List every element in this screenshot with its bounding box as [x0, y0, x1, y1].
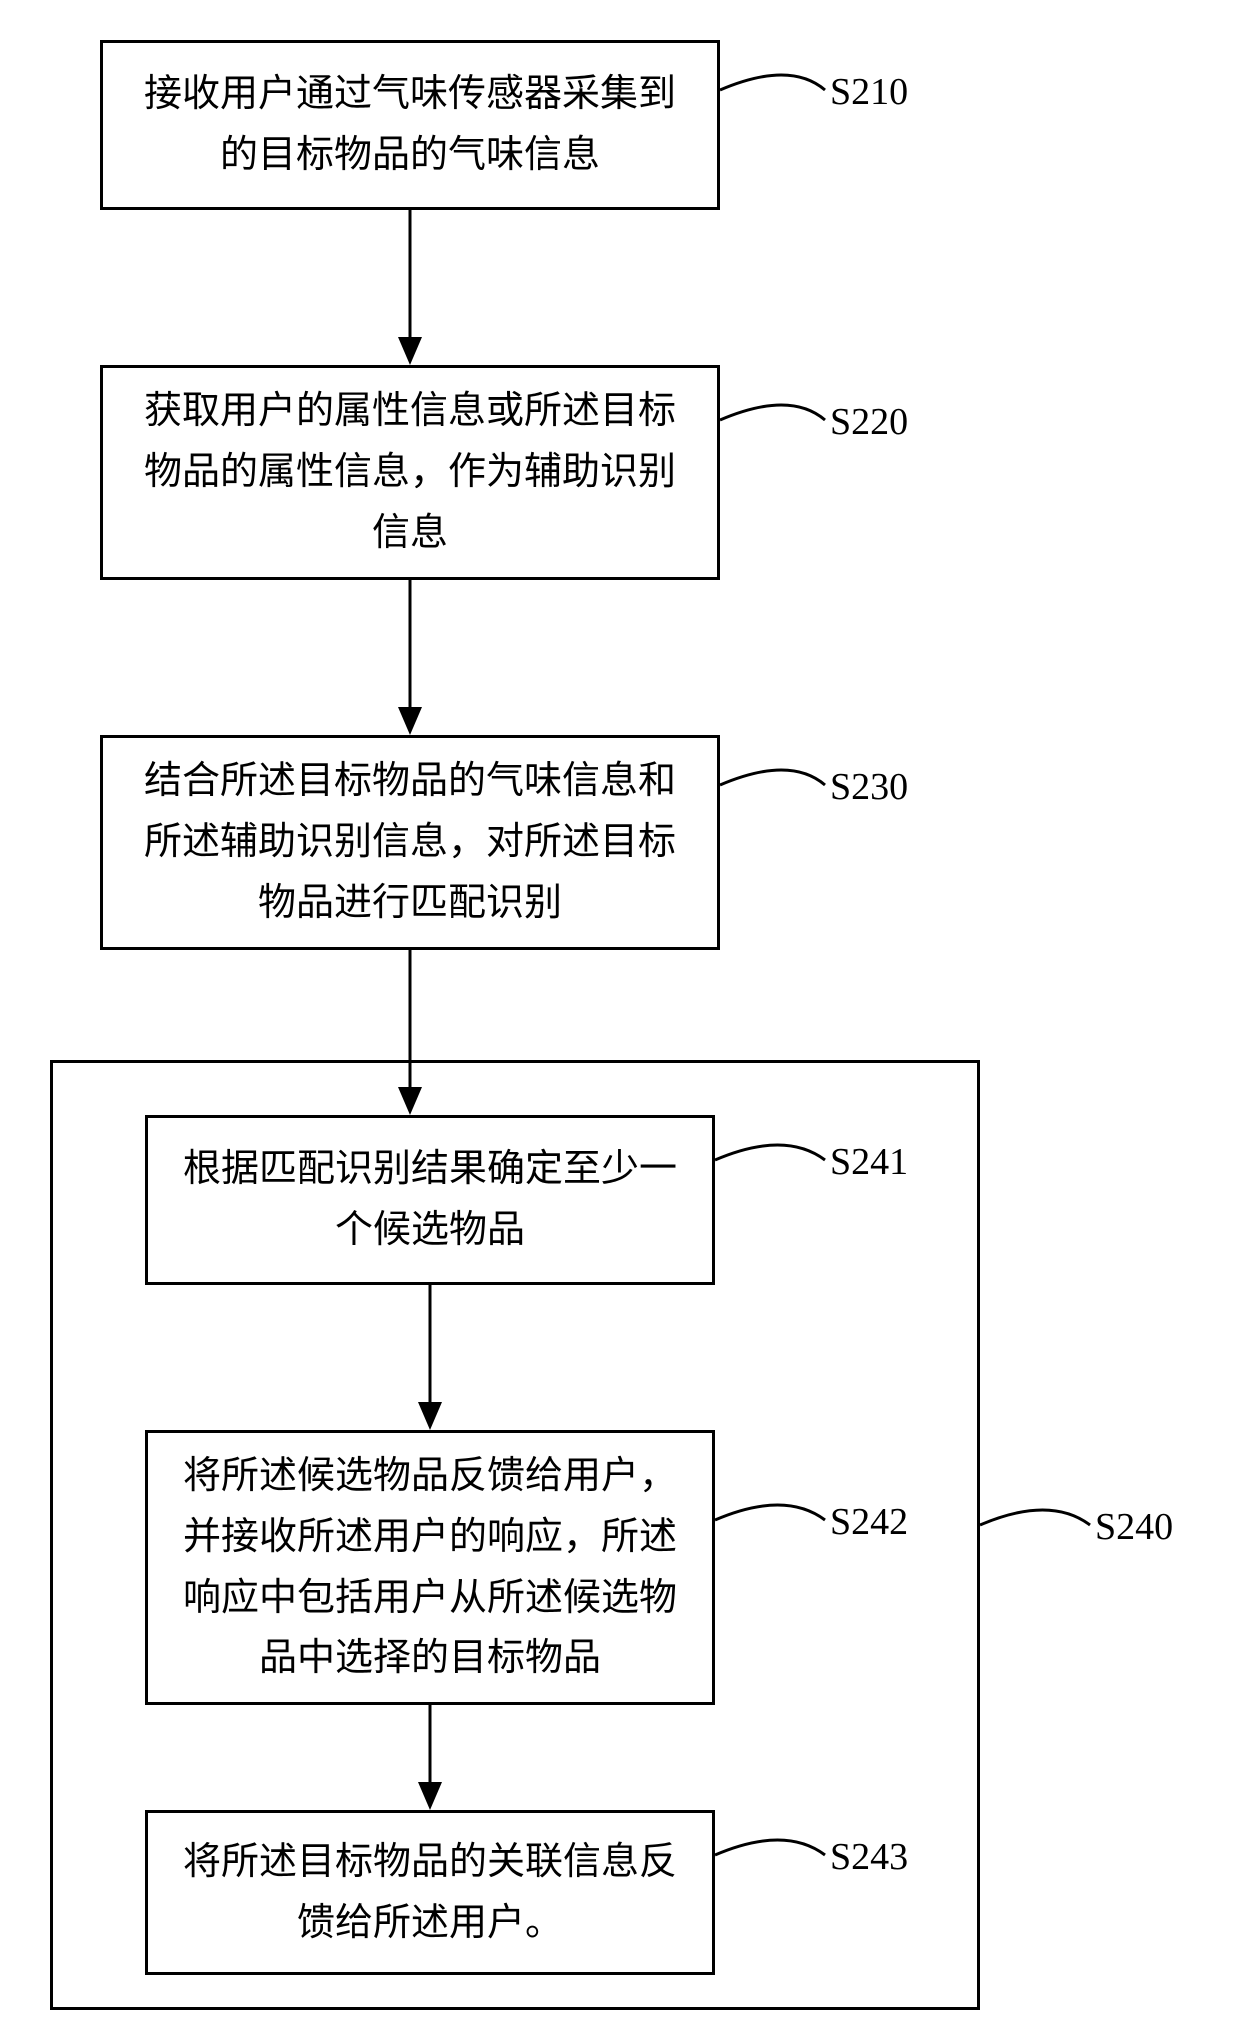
flow-node-s230: 结合所述目标物品的气味信息和所述辅助识别信息，对所述目标物品进行匹配识别: [100, 735, 720, 950]
step-label-s210: S210: [830, 70, 908, 114]
flow-node-text: 结合所述目标物品的气味信息和所述辅助识别信息，对所述目标物品进行匹配识别: [133, 751, 687, 933]
flow-node-s242: 将所述候选物品反馈给用户，并接收所述用户的响应，所述响应中包括用户从所述候选物品…: [145, 1430, 715, 1705]
flow-node-text: 根据匹配识别结果确定至少一个候选物品: [178, 1139, 682, 1261]
step-label-s230: S230: [830, 765, 908, 809]
flow-node-s210: 接收用户通过气味传感器采集到的目标物品的气味信息: [100, 40, 720, 210]
flow-node-text: 将所述目标物品的关联信息反馈给所述用户。: [178, 1832, 682, 1954]
flow-node-s241: 根据匹配识别结果确定至少一个候选物品: [145, 1115, 715, 1285]
step-label-s240: S240: [1095, 1505, 1173, 1549]
step-label-s242: S242: [830, 1500, 908, 1544]
step-label-s241: S241: [830, 1140, 908, 1184]
flowchart-canvas: 接收用户通过气味传感器采集到的目标物品的气味信息 获取用户的属性信息或所述目标物…: [0, 0, 1240, 2023]
step-label-s220: S220: [830, 400, 908, 444]
flow-node-s243: 将所述目标物品的关联信息反馈给所述用户。: [145, 1810, 715, 1975]
step-label-s243: S243: [830, 1835, 908, 1879]
flow-node-text: 接收用户通过气味传感器采集到的目标物品的气味信息: [133, 64, 687, 186]
flow-node-s220: 获取用户的属性信息或所述目标物品的属性信息，作为辅助识别信息: [100, 365, 720, 580]
flow-node-text: 将所述候选物品反馈给用户，并接收所述用户的响应，所述响应中包括用户从所述候选物品…: [178, 1446, 682, 1689]
flow-node-text: 获取用户的属性信息或所述目标物品的属性信息，作为辅助识别信息: [133, 381, 687, 563]
